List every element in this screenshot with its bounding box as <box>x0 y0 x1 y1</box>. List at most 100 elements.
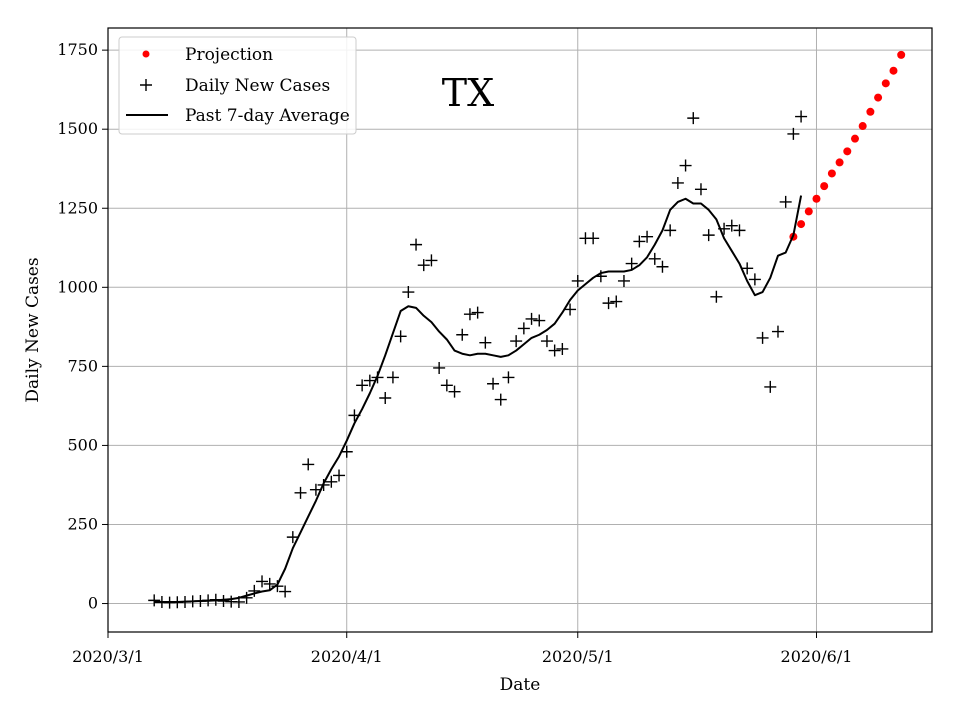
daily-cases-marker <box>633 235 646 248</box>
data-layer <box>148 50 906 609</box>
daily-cases-marker <box>302 458 315 471</box>
daily-cases-marker <box>417 259 430 272</box>
daily-cases-marker <box>795 110 808 123</box>
daily-cases-marker <box>271 580 284 593</box>
daily-cases-marker <box>363 374 376 387</box>
daily-cases-marker <box>748 273 761 286</box>
daily-cases-marker <box>502 371 515 384</box>
daily-cases-marker <box>525 312 538 325</box>
daily-cases-marker <box>248 584 261 597</box>
plot-frame <box>107 27 933 633</box>
y-tick-label: 500 <box>67 435 98 454</box>
daily-cases-marker <box>394 330 407 343</box>
state-annotation: TX <box>442 71 494 115</box>
projection-point <box>804 207 813 216</box>
projection-point <box>812 194 821 203</box>
legend-label: Daily New Cases <box>185 76 330 96</box>
daily-cases-marker <box>463 308 476 321</box>
daily-cases-marker <box>471 306 484 319</box>
daily-cases-marker <box>386 371 399 384</box>
projection-point <box>820 182 829 191</box>
projection-point <box>866 107 875 116</box>
daily-cases-marker <box>764 380 777 393</box>
daily-cases-marker <box>556 342 569 355</box>
projection-point <box>835 158 844 167</box>
daily-cases-marker <box>433 361 446 374</box>
daily-cases-marker <box>240 591 253 604</box>
daily-cases-marker <box>256 575 269 588</box>
legend-label: Past 7-day Average <box>185 106 350 126</box>
daily-cases-marker <box>494 393 507 406</box>
y-axis-title: Daily New Cases <box>23 257 43 402</box>
daily-cases-marker <box>587 232 600 245</box>
daily-cases-marker <box>725 219 738 232</box>
daily-cases-marker <box>456 328 469 341</box>
daily-cases-marker <box>425 254 438 267</box>
daily-cases-marker <box>648 252 661 265</box>
projection-point <box>858 122 867 131</box>
daily-cases-marker <box>402 286 415 299</box>
projection-point <box>881 79 890 88</box>
daily-cases-marker <box>756 331 769 344</box>
legend-box <box>118 36 357 135</box>
daily-cases-marker <box>679 159 692 172</box>
x-axis-title: Date <box>500 675 541 695</box>
daily-cases-marker <box>333 469 346 482</box>
daily-cases-marker <box>733 224 746 237</box>
projection-point <box>843 147 852 156</box>
daily-cases-marker <box>687 112 700 125</box>
daily-cases-marker <box>787 127 800 140</box>
average-line <box>154 195 803 603</box>
daily-cases-marker <box>448 385 461 398</box>
daily-cases-marker <box>440 379 453 392</box>
daily-cases-marker <box>671 176 684 189</box>
daily-cases-marker <box>294 486 307 499</box>
y-tick-label: 250 <box>67 514 98 533</box>
projection-point <box>889 66 898 75</box>
daily-cases-marker <box>325 475 338 488</box>
y-tick-label: 1250 <box>57 198 98 217</box>
x-tick-label: 2020/3/1 <box>72 647 144 666</box>
daily-cases-marker <box>148 594 161 607</box>
daily-cases-marker <box>710 290 723 303</box>
y-tick-label: 1000 <box>57 277 98 296</box>
daily-cases-marker <box>664 224 677 237</box>
daily-cases-marker <box>517 322 530 335</box>
daily-cases-marker <box>379 391 392 404</box>
daily-cases-marker <box>533 314 546 327</box>
legend: Projection Daily New Cases Past 7-day Aver… <box>118 36 357 135</box>
tick-layer: 0 250 500 750 1000 1250 1500 1750 2020/3/1 2020/4… <box>57 40 852 666</box>
daily-cases-marker <box>487 377 500 390</box>
daily-cases-marker <box>602 297 615 310</box>
projection-point <box>850 134 859 143</box>
daily-cases-marker <box>263 577 276 590</box>
daily-cases-marker <box>564 303 577 316</box>
daily-cases-marker <box>694 183 707 196</box>
daily-cases-marker <box>286 531 299 544</box>
y-tick-label: 1500 <box>57 119 98 138</box>
x-tick-label: 2020/6/1 <box>781 647 853 666</box>
daily-cases-marker <box>656 260 669 273</box>
daily-cases-marker <box>340 445 353 458</box>
daily-cases-marker <box>571 274 584 287</box>
daily-cases-marker <box>479 336 492 349</box>
projection-point <box>897 50 906 59</box>
x-tick-label: 2020/4/1 <box>311 647 383 666</box>
daily-cases-marker <box>356 379 369 392</box>
y-tick-label: 1750 <box>57 40 98 59</box>
legend-projection-marker <box>142 50 150 58</box>
projection-point <box>827 169 836 178</box>
legend-daily-marker <box>140 79 152 91</box>
daily-cases-marker <box>410 238 423 251</box>
projection-point <box>797 220 806 229</box>
daily-cases-marker <box>279 585 292 598</box>
legend-label: Projection <box>185 45 273 65</box>
y-tick-label: 0 <box>88 594 98 613</box>
daily-cases-marker <box>510 335 523 348</box>
daily-cases-marker <box>641 230 654 243</box>
daily-cases-marker <box>741 262 754 275</box>
daily-cases-marker <box>617 274 630 287</box>
daily-cases-marker <box>702 229 715 242</box>
y-tick-label: 750 <box>67 356 98 375</box>
